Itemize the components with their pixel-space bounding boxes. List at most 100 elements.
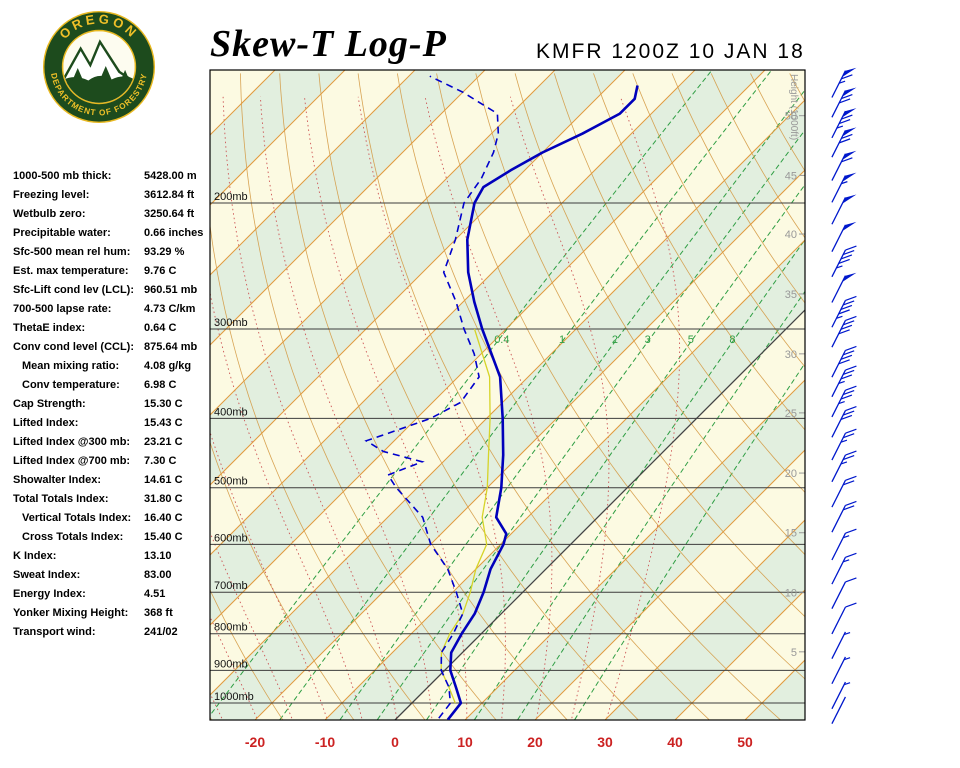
index-label: 1000-500 mb thick: [13,170,112,182]
wind-barb [831,656,851,685]
index-value: 15.30 C [144,398,183,410]
wind-barb [831,552,857,585]
index-label: ThetaE index: [13,322,86,334]
wind-barb [831,405,857,438]
pressure-label: 200mb [214,191,248,203]
logo-tree-icon [99,66,112,80]
mixing-ratio-label: 0.4 [494,334,509,346]
height-tick-label: 20 [785,468,797,480]
index-label: Sweat Index: [13,569,81,581]
wind-barb [831,631,851,660]
logo-tree-icon [71,67,84,82]
index-row: Yonker Mixing Height: 368 ft [13,604,218,623]
pressure-label: 500mb [214,476,248,488]
index-value: 368 ft [144,607,173,619]
height-tick-label: 25 [785,408,797,420]
index-value: 93.29 % [144,246,185,258]
temp-tick-label: 20 [527,734,543,750]
index-value: 3612.84 ft [144,189,195,201]
logo-tree-icon [120,69,130,82]
wind-barb [831,450,857,483]
index-row: Sfc-Lift cond lev (LCL): 960.51 mb [13,281,218,300]
mixing-ratio-label: 3 [645,334,651,346]
index-row: Showalter Index: 14.61 C [13,471,218,490]
pressure-label: 900mb [214,658,248,670]
index-label: Vertical Totals Index: [22,512,132,524]
index-label: Sfc-Lift cond lev (LCL): [13,284,134,296]
page-title: Skew-T Log-P [210,23,447,65]
index-value: 5428.00 m [144,170,197,182]
index-label: Lifted Index @300 mb: [13,436,131,448]
index-value: 4.51 [144,588,166,600]
wind-barb [831,172,857,203]
index-label: Cap Strength: [13,398,86,410]
indices-panel: 1000-500 mb thick: 5428.00 m Freezing leve… [13,167,218,642]
index-label: 700-500 lapse rate: [13,303,112,315]
index-value: 7.30 C [144,455,177,467]
height-tick-label: 30 [785,349,797,361]
temperature-curve [446,85,639,720]
index-label: Est. max temperature: [13,265,129,277]
temp-tick-label: 30 [597,734,613,750]
index-row: Total Totals Index: 31.80 C [13,490,218,509]
temp-tick-label: -10 [315,734,335,750]
wind-barb [831,127,857,158]
wind-barb [831,108,857,139]
wind-barb [831,500,857,533]
pressure-labels: 200mb 300mb 400mb 500mb 600mb 700mb 800mb 900mb… [214,191,254,703]
mixing-ratio-lines [210,70,805,720]
index-row: Lifted Index @300 mb: 23.21 C [13,433,218,452]
index-label: Precipitable water: [13,227,111,239]
height-tick-label: 40 [785,229,797,241]
moist-adiabats [210,96,681,719]
index-value: 15.40 C [144,531,183,543]
index-label: Showalter Index: [13,474,102,486]
index-row: Freezing level: 3612.84 ft [13,186,218,205]
pressure-label: 800mb [214,622,248,634]
index-label: Transport wind: [13,626,96,638]
chart-border [209,69,806,721]
pressure-label: 1000mb [214,691,254,703]
wind-barb [831,315,857,348]
wind-barb [831,295,857,328]
index-value: 16.40 C [144,512,183,524]
index-row: Lifted Index @700 mb: 7.30 C [13,452,218,471]
index-label: Total Totals Index: [13,493,109,505]
index-row: Sfc-500 mean rel hum: 93.29 % [13,243,218,262]
logo-forest-icon [63,75,135,103]
wind-barb [831,87,857,118]
wind-barb [831,365,857,398]
station-id: KMFR 1200Z 10 JAN 18 [536,40,805,63]
index-value: 960.51 mb [144,284,198,296]
pressure-label: 700mb [214,580,248,592]
wind-barb [831,67,857,98]
index-value: 875.64 mb [144,341,198,353]
index-row: 700-500 lapse rate: 4.73 C/km [13,300,218,319]
wind-barb [831,681,851,710]
logo-mountain-icon [63,39,135,85]
index-value: 13.10 [144,550,172,562]
temp-axis: -20 -10 0 10 20 30 40 50 [245,734,753,750]
index-value: 31.80 C [144,493,183,505]
index-row: Mean mixing ratio: 4.08 g/kg [13,357,218,376]
index-row: Cap Strength: 15.30 C [13,395,218,414]
height-tick-label: 5 [791,647,797,659]
temp-tick-label: 0 [391,734,399,750]
index-row: K Index: 13.10 [13,547,218,566]
index-row: Energy Index: 4.51 [13,585,218,604]
wind-barb [831,194,857,225]
wind-barb [831,345,857,378]
index-row: Sweat Index: 83.00 [13,566,218,585]
wind-barb [831,577,857,609]
index-row: Conv cond level (CCL): 875.64 mb [13,338,218,357]
mixing-ratio-label: 5 [688,334,694,346]
index-value: 241/02 [144,626,178,638]
index-row: Precipitable water: 0.66 inches [13,224,218,243]
odf-logo: OREGON DEPARTMENT OF FORESTRY [42,10,156,129]
wetbulb-curve [440,328,491,704]
index-row: Conv temperature: 6.98 C [13,376,218,395]
index-label: Freezing level: [13,189,90,201]
pressure-label: 400mb [214,406,248,418]
